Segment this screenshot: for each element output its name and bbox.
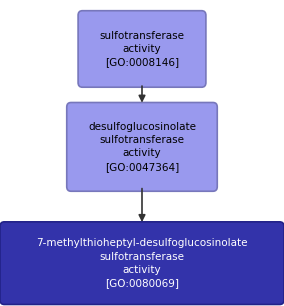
FancyBboxPatch shape xyxy=(78,11,206,87)
Text: sulfotransferase
activity
[GO:0008146]: sulfotransferase activity [GO:0008146] xyxy=(99,31,185,67)
Text: desulfoglucosinolate
sulfotransferase
activity
[GO:0047364]: desulfoglucosinolate sulfotransferase ac… xyxy=(88,122,196,172)
FancyBboxPatch shape xyxy=(67,103,217,191)
FancyBboxPatch shape xyxy=(0,222,284,304)
Text: 7-methylthioheptyl-desulfoglucosinolate
sulfotransferase
activity
[GO:0080069]: 7-methylthioheptyl-desulfoglucosinolate … xyxy=(36,238,248,288)
